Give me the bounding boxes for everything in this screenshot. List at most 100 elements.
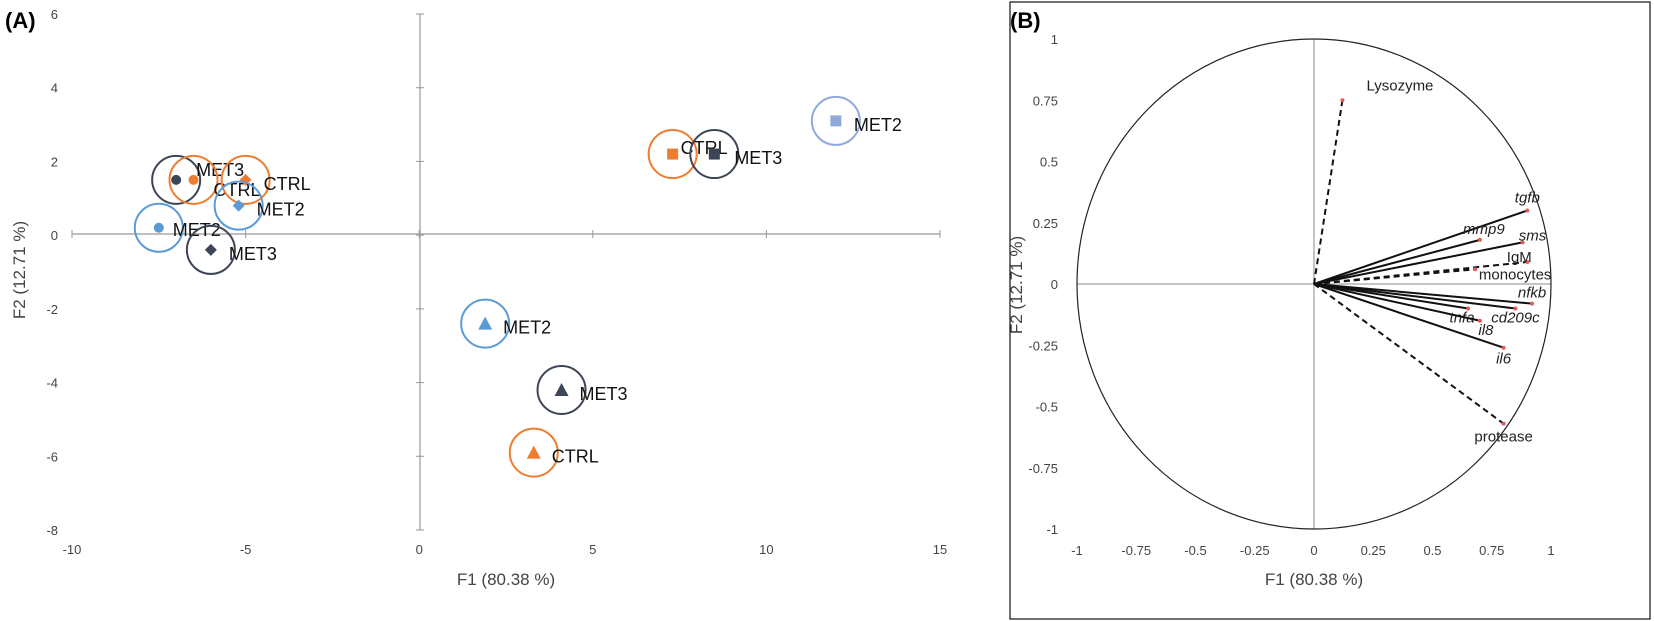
loading-vector — [1313, 238, 1481, 285]
x-tick-label: -0.5 — [1184, 543, 1206, 558]
y-tick-label: 6 — [51, 7, 58, 22]
point-marker-square — [830, 115, 842, 127]
x-tick-label: 0.25 — [1361, 543, 1386, 558]
x-tick-label: -0.75 — [1121, 543, 1151, 558]
x-tick-label: -5 — [240, 542, 252, 557]
vector-label: il6 — [1496, 351, 1512, 368]
point-marker-triangle — [478, 316, 493, 330]
vector-label: mmp9 — [1463, 221, 1505, 238]
point-marker-triangle — [554, 382, 569, 396]
panel-b-label: (B) — [1010, 8, 1041, 33]
vector-label: cd209c — [1491, 310, 1540, 327]
panel-b-correlation-circle: (B) -1 -0.75 -0.5 -0.25 0 0.25 0.5 0.75 1 1 0.75 0.5… — [1007, 1, 1651, 620]
vector-label: sms — [1519, 227, 1547, 244]
point-label: CTRL — [681, 138, 728, 158]
y-axis-title: F2 (12.71 %) — [10, 221, 29, 319]
y-tick-label: 0.5 — [1040, 155, 1058, 170]
point-marker-diamond — [204, 243, 217, 256]
panel-a-label: (A) — [5, 8, 36, 33]
unit-circle — [1076, 38, 1552, 530]
point-ring — [133, 202, 184, 253]
point-ring — [810, 95, 861, 146]
point-marker-diamond — [232, 199, 245, 212]
vector-tip — [1501, 421, 1506, 426]
x-tick-label: 1 — [1547, 543, 1554, 558]
point-ring — [185, 224, 236, 275]
vector-tip — [1473, 267, 1478, 272]
y-tick-label: 0 — [1051, 277, 1058, 292]
vector-tip — [1530, 301, 1535, 306]
loading-vector — [1313, 268, 1476, 285]
y-tick-label: -2 — [46, 302, 58, 317]
y-tick-label: 0 — [51, 228, 58, 243]
y-tick-label: -8 — [46, 523, 58, 538]
x-tick-label: 0.75 — [1479, 543, 1504, 558]
y-tick-label: 1 — [1051, 32, 1058, 47]
vector-tip — [1477, 318, 1482, 323]
point-label: CTRL — [264, 174, 311, 194]
point-label: MET3 — [734, 148, 782, 168]
loading-vector — [1313, 283, 1504, 349]
loading-vector — [1313, 100, 1344, 285]
y-tick-label: -0.25 — [1028, 338, 1058, 353]
vector-tip — [1520, 240, 1525, 245]
x-tick-label: 0 — [416, 542, 423, 557]
vector-tip — [1466, 306, 1471, 311]
vector-label: nfkb — [1518, 285, 1546, 302]
plot-frame — [1009, 1, 1651, 620]
point-label: MET2 — [257, 200, 305, 220]
x-tick-label: 5 — [589, 542, 596, 557]
point-ring — [536, 364, 587, 415]
y-tick-label: 4 — [51, 81, 58, 96]
x-tick-label: -0.25 — [1240, 543, 1270, 558]
x-axis-title: F1 (80.38 %) — [1265, 570, 1363, 589]
point-marker-circle — [188, 174, 199, 185]
vector-tip — [1340, 98, 1345, 103]
loading-vector — [1313, 209, 1528, 285]
point-ring — [151, 154, 202, 205]
loading-vector — [1313, 283, 1481, 322]
vector-label: Lysozyme — [1366, 77, 1433, 94]
vector-tip — [1525, 259, 1530, 264]
loading-vector — [1313, 241, 1523, 285]
y-tick-label: -1 — [1046, 522, 1058, 537]
x-tick-label: -1 — [1071, 543, 1083, 558]
point-ring — [460, 298, 511, 349]
loading-vector — [1313, 283, 1516, 310]
y-tick-label: -6 — [46, 449, 58, 464]
y-tick-label: 0.25 — [1033, 216, 1058, 231]
y-axis-title: F2 (12.71 %) — [1007, 236, 1026, 334]
vector-tip — [1513, 306, 1518, 311]
loading-vector — [1313, 283, 1469, 310]
point-marker-triangle — [526, 445, 541, 459]
panel-a-pca-scores: (A) -10 -5 0 5 10 15 -8 -6 -4 -2 0 2 4 6 F1 (80.38 %) F2… — [5, 7, 947, 589]
point-marker-circle — [171, 174, 182, 185]
point-marker-square — [708, 148, 720, 160]
vector-label: protease — [1474, 429, 1532, 446]
vector-tip — [1501, 345, 1506, 350]
x-tick-label: 0 — [1310, 543, 1317, 558]
y-tick-label: -0.75 — [1028, 461, 1058, 476]
vector-label: monocytes — [1479, 266, 1552, 283]
point-ring — [220, 154, 271, 205]
y-tick-label: 0.75 — [1033, 93, 1058, 108]
point-label: CTRL — [552, 447, 599, 467]
point-ring — [647, 129, 698, 180]
vector-label: tnfa — [1450, 310, 1475, 327]
vector-label: tgfb — [1515, 190, 1540, 207]
point-label: MET3 — [196, 160, 244, 180]
point-marker-square — [667, 148, 679, 160]
vector-label: IgM — [1507, 249, 1532, 266]
x-tick-label: -10 — [63, 542, 82, 557]
point-label: MET3 — [580, 384, 628, 404]
point-marker-circle — [153, 222, 164, 233]
point-label: MET2 — [854, 115, 902, 135]
point-ring — [689, 129, 740, 180]
y-tick-label: -0.5 — [1036, 400, 1058, 415]
y-tick-label: -4 — [46, 376, 58, 391]
point-ring — [168, 154, 219, 205]
point-label: MET3 — [229, 244, 277, 264]
vector-label: il8 — [1478, 322, 1494, 339]
point-ring — [213, 180, 264, 231]
